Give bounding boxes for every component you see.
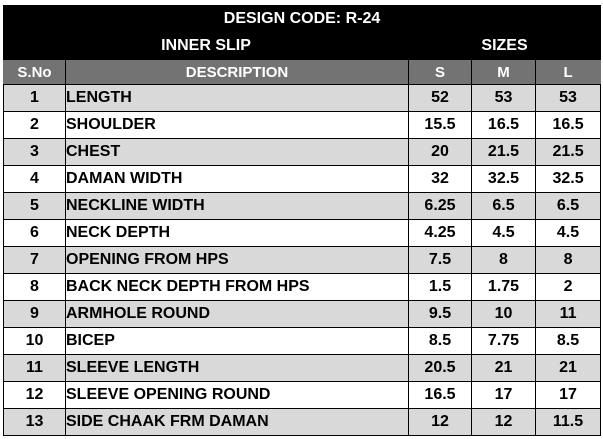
row-number: 13 (3, 408, 66, 436)
size-m-value: 1.75 (471, 273, 536, 301)
row-number: 9 (3, 300, 66, 328)
size-l-value: 8 (534, 246, 602, 274)
table-row: 9 ARMHOLE ROUND 9.5 10 11 (3, 300, 602, 328)
row-description: NECKLINE WIDTH (65, 192, 409, 220)
size-s-value: 20 (408, 138, 472, 166)
row-number: 12 (3, 381, 66, 409)
size-l-value: 16.5 (534, 111, 602, 139)
size-l-value: 21 (534, 354, 602, 382)
table-row: 7 OPENING FROM HPS 7.5 8 8 (3, 246, 602, 274)
row-description: SLEEVE OPENING ROUND (65, 381, 409, 409)
row-number: 5 (3, 192, 66, 220)
size-l-value: 32.5 (534, 165, 602, 193)
row-number: 3 (3, 138, 66, 166)
row-number: 6 (3, 219, 66, 247)
table-row: 8 BACK NECK DEPTH FROM HPS 1.5 1.75 2 (3, 273, 602, 301)
row-number: 2 (3, 111, 66, 139)
size-s-value: 7.5 (408, 246, 472, 274)
table-row: 5 NECKLINE WIDTH 6.25 6.5 6.5 (3, 192, 602, 220)
row-description: CHEST (65, 138, 409, 166)
row-description: DAMAN WIDTH (65, 165, 409, 193)
size-m-value: 4.5 (471, 219, 536, 247)
row-description: NECK DEPTH (65, 219, 409, 247)
column-header-sno: S.No (3, 59, 66, 85)
size-m-value: 6.5 (471, 192, 536, 220)
size-m-value: 17 (471, 381, 536, 409)
size-s-value: 12 (408, 408, 472, 436)
row-number: 7 (3, 246, 66, 274)
table-row: 4 DAMAN WIDTH 32 32.5 32.5 (3, 165, 602, 193)
size-s-value: 4.25 (408, 219, 472, 247)
row-description: ARMHOLE ROUND (65, 300, 409, 328)
table-row: 6 NECK DEPTH 4.25 4.5 4.5 (3, 219, 602, 247)
size-l-value: 4.5 (534, 219, 602, 247)
row-number: 11 (3, 354, 66, 382)
size-s-value: 1.5 (408, 273, 472, 301)
size-l-value: 21.5 (534, 138, 602, 166)
size-m-value: 12 (471, 408, 536, 436)
design-code-row: DESIGN CODE: R-24 (2, 5, 602, 32)
size-s-value: 32 (408, 165, 472, 193)
column-header-row: S.No DESCRIPTION S M L (3, 59, 602, 85)
size-s-value: 9.5 (408, 300, 472, 328)
table-row: 13 SIDE CHAAK FRM DAMAN 12 12 11.5 (3, 408, 602, 436)
size-s-value: 16.5 (408, 381, 472, 409)
table-row: 3 CHEST 20 21.5 21.5 (3, 138, 602, 166)
size-m-value: 16.5 (471, 111, 536, 139)
size-m-value: 32.5 (471, 165, 536, 193)
size-l-value: 53 (534, 84, 602, 112)
size-l-value: 2 (534, 273, 602, 301)
size-m-value: 53 (471, 84, 536, 112)
table-row: 12 SLEEVE OPENING ROUND 16.5 17 17 (3, 381, 602, 409)
design-code-title: DESIGN CODE: R-24 (2, 5, 602, 32)
size-m-value: 21 (471, 354, 536, 382)
size-s-value: 15.5 (408, 111, 472, 139)
row-description: LENGTH (65, 84, 409, 112)
row-number: 1 (3, 84, 66, 112)
sizes-title: SIZES (407, 31, 602, 60)
table-row: 2 SHOULDER 15.5 16.5 16.5 (3, 111, 602, 139)
size-l-value: 11.5 (534, 408, 602, 436)
size-s-value: 52 (408, 84, 472, 112)
size-m-value: 10 (471, 300, 536, 328)
column-header-description: DESCRIPTION (65, 59, 409, 85)
row-description: BICEP (65, 327, 409, 355)
size-s-value: 6.25 (408, 192, 472, 220)
size-l-value: 8.5 (534, 327, 602, 355)
size-m-value: 7.75 (471, 327, 536, 355)
measurement-rows: 1 LENGTH 52 53 53 2 SHOULDER 15.5 16.5 16.5 3 CHEST… (3, 84, 602, 436)
row-number: 4 (3, 165, 66, 193)
row-description: SLEEVE LENGTH (65, 354, 409, 382)
column-header-size-m: M (471, 59, 536, 85)
measurement-table: DESIGN CODE: R-24 INNER SLIP SIZES S.No … (2, 5, 602, 436)
row-description: OPENING FROM HPS (65, 246, 409, 274)
size-l-value: 6.5 (534, 192, 602, 220)
column-header-size-s: S (408, 59, 472, 85)
size-m-value: 21.5 (471, 138, 536, 166)
row-description: BACK NECK DEPTH FROM HPS (65, 273, 409, 301)
column-header-size-l: L (534, 59, 602, 85)
size-s-value: 20.5 (408, 354, 472, 382)
garment-title: INNER SLIP (3, 31, 409, 60)
size-l-value: 11 (534, 300, 602, 328)
size-s-value: 8.5 (408, 327, 472, 355)
section-header-row: INNER SLIP SIZES (3, 31, 602, 60)
row-number: 8 (3, 273, 66, 301)
table-row: 1 LENGTH 52 53 53 (3, 84, 602, 112)
size-l-value: 17 (534, 381, 602, 409)
table-row: 11 SLEEVE LENGTH 20.5 21 21 (3, 354, 602, 382)
size-m-value: 8 (471, 246, 536, 274)
row-number: 10 (3, 327, 66, 355)
table-row: 10 BICEP 8.5 7.75 8.5 (3, 327, 602, 355)
row-description: SHOULDER (65, 111, 409, 139)
row-description: SIDE CHAAK FRM DAMAN (65, 408, 409, 436)
